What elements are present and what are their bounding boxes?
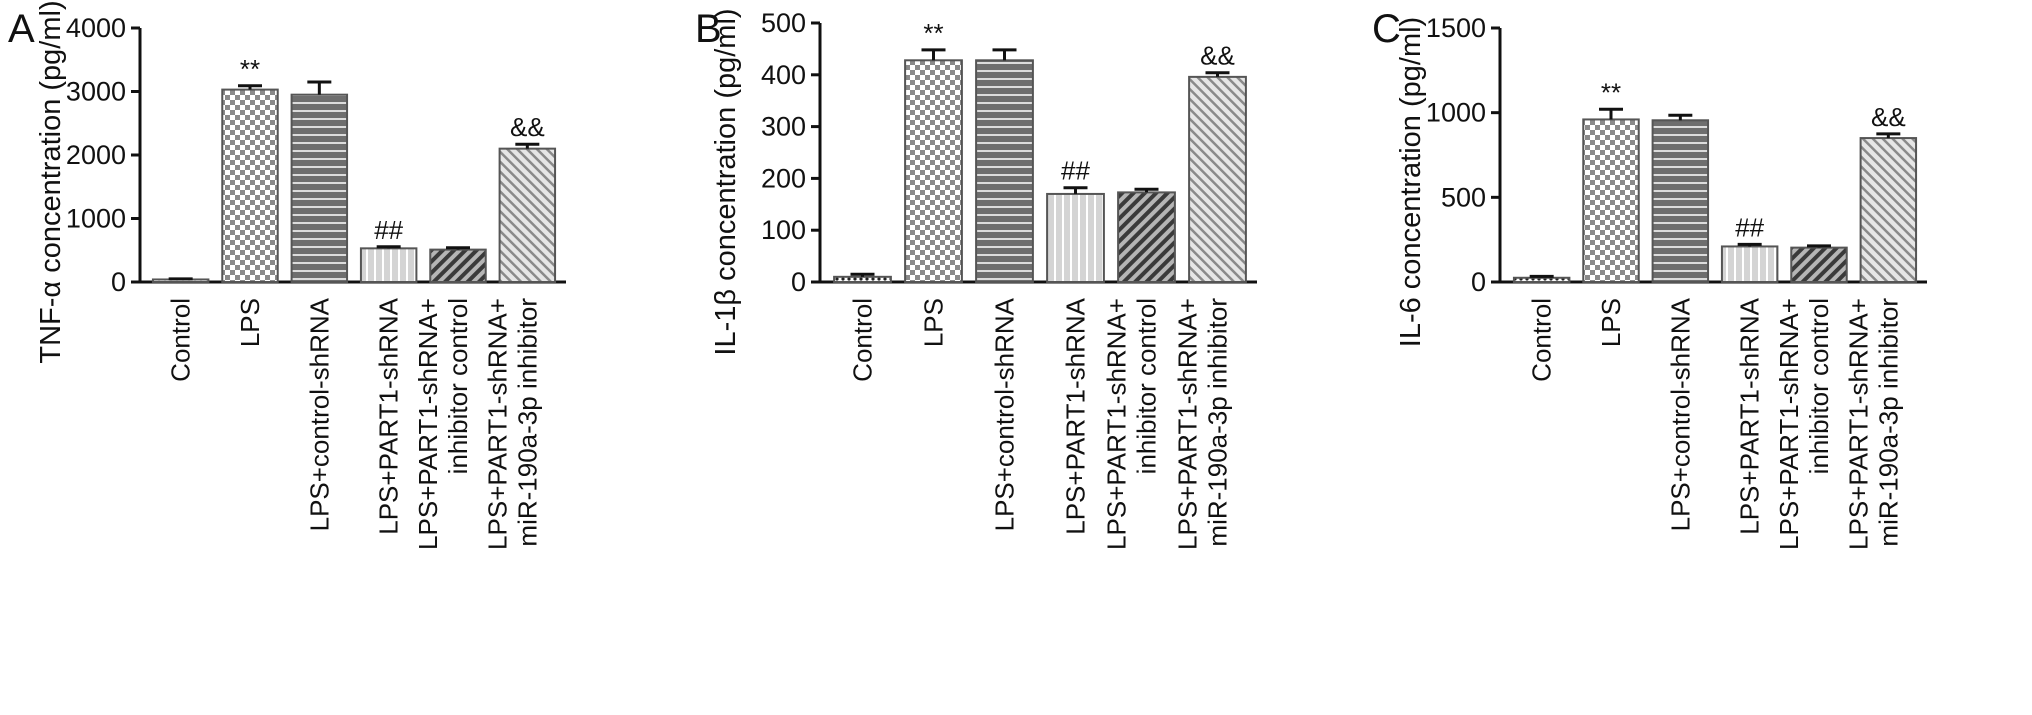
panel-c-il6-chart: C IL-6 concentration (pg/ml) 0 500 1000 1500…	[1372, 7, 1927, 550]
x-category-label: miR-190a-3p inhibitor	[512, 298, 542, 547]
bar	[904, 59, 963, 283]
bar	[290, 93, 349, 283]
x-category-label: LPS	[1596, 298, 1626, 347]
x-category-label: LPS+PART1-shRNA+	[482, 298, 512, 550]
significance-label: **	[1601, 77, 1621, 107]
y-tick-label: 2000	[66, 140, 126, 170]
x-category-label: LPS+control-shRNA	[990, 297, 1020, 531]
x-category-label: inhibitor control	[443, 298, 473, 474]
x-category-label: LPS	[919, 298, 949, 347]
significance-label: ##	[1061, 156, 1090, 186]
y-tick-label: 1500	[1426, 13, 1486, 43]
panel-letter-a: A	[8, 7, 35, 51]
y-tick-label: 0	[111, 267, 126, 297]
bar	[221, 88, 279, 283]
x-category-label: LPS+PART1-shRNA+	[1843, 298, 1873, 550]
x-category-label: miR-190a-3p inhibitor	[1873, 298, 1903, 547]
y-tick-label: 400	[761, 60, 806, 90]
y-tick-label: 1000	[66, 204, 126, 234]
y-axis-title: TNF-α concentration (pg/ml)	[35, 0, 67, 363]
bar	[1651, 119, 1710, 283]
bar	[1582, 118, 1640, 283]
x-category-label: LPS+PART1-shRNA+	[1102, 298, 1132, 550]
bar	[429, 248, 487, 284]
significance-label: ##	[1735, 212, 1764, 242]
bar	[1790, 246, 1848, 284]
y-tick-label: 500	[1441, 182, 1486, 212]
significance-label: **	[240, 54, 260, 84]
significance-label: ##	[374, 215, 403, 245]
x-category-label: Control	[848, 298, 878, 382]
significance-label: &&	[510, 112, 545, 142]
y-tick-label: 500	[761, 8, 806, 38]
y-tick-label: 300	[761, 112, 806, 142]
significance-label: &&	[1200, 41, 1235, 71]
x-category-label: miR-190a-3p inhibitor	[1203, 298, 1233, 547]
y-tick-label: 1000	[1426, 98, 1486, 128]
x-category-label: LPS+PART1-shRNA+	[1173, 298, 1203, 550]
y-tick-label: 3000	[66, 77, 126, 107]
x-category-label: Control	[1527, 298, 1557, 382]
y-tick-label: 4000	[66, 13, 126, 43]
bar	[1117, 191, 1176, 283]
x-category-label: LPS+PART1-shRNA	[374, 297, 404, 534]
panel-a-tnf-chart: A TNF-α concentration (pg/ml) 0 1000 2000 30…	[8, 0, 566, 550]
y-tick-label: 200	[761, 163, 806, 193]
bar	[1046, 192, 1105, 283]
y-tick-label: 0	[791, 267, 806, 297]
y-axis-title: IL-6 concentration (pg/ml)	[1395, 17, 1427, 347]
x-category-label: LPS+PART1-shRNA+	[413, 298, 443, 550]
x-category-label: LPS+PART1-shRNA	[1735, 297, 1765, 534]
bar	[1720, 245, 1779, 284]
bar	[1188, 75, 1247, 284]
x-category-label: Control	[166, 298, 196, 382]
panel-b-il1b-chart: B IL-1β concentration (pg/ml) 0 100 200 300 4…	[695, 7, 1257, 550]
bar	[833, 275, 892, 284]
panel-letter-c: C	[1372, 7, 1401, 51]
x-category-label: inhibitor control	[1132, 298, 1162, 474]
significance-label: **	[923, 18, 943, 48]
bar	[359, 247, 418, 283]
x-category-label: inhibitor control	[1804, 298, 1834, 474]
y-tick-label: 0	[1471, 267, 1486, 297]
y-tick-label: 100	[761, 215, 806, 245]
x-category-label: LPS+PART1-shRNA+	[1774, 298, 1804, 550]
bar	[498, 147, 557, 283]
panel-letter-b: B	[695, 7, 722, 51]
x-category-label: LPS	[235, 298, 265, 347]
x-category-label: LPS+control-shRNA	[1665, 297, 1695, 531]
x-category-label: LPS+PART1-shRNA	[1061, 297, 1091, 534]
bar	[1859, 137, 1918, 283]
bar	[975, 59, 1034, 283]
x-category-label: LPS+control-shRNA	[304, 297, 334, 531]
significance-label: &&	[1871, 102, 1906, 132]
bar	[1512, 276, 1571, 283]
y-axis-title: IL-1β concentration (pg/ml)	[710, 8, 742, 355]
